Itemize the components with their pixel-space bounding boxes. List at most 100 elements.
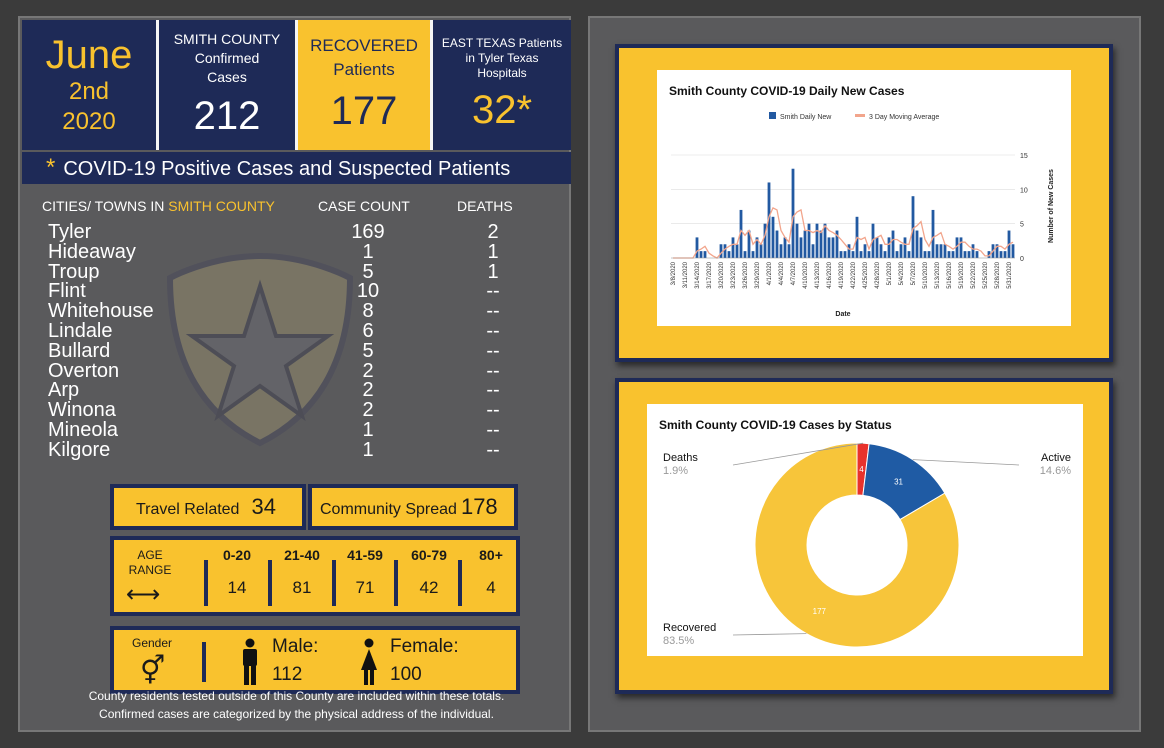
divider <box>458 560 462 606</box>
col-header-city-prefix: CITIES/ TOWNS IN <box>42 198 169 214</box>
recovered-label-line1: RECOVERED <box>310 36 418 55</box>
slice-recovered <box>754 442 960 648</box>
x-tick-label: 5/19/2020 <box>959 261 965 288</box>
x-tick-label: 3/11/2020 <box>683 261 689 288</box>
age-range: 80+ <box>479 547 503 563</box>
bar <box>915 230 919 258</box>
banner-text: COVID-19 Positive Cases and Suspected Pa… <box>63 158 511 180</box>
city-name: Bullard <box>48 339 111 362</box>
case-count: 169 <box>351 221 385 243</box>
bar <box>739 209 743 258</box>
x-tick-label: 5/13/2020 <box>935 261 941 288</box>
date-tile: June 2nd 2020 <box>22 20 159 150</box>
slice-category-label: Recovered <box>663 622 716 634</box>
bar <box>787 244 791 258</box>
x-tick-label: 5/31/2020 <box>1007 261 1013 288</box>
divider <box>268 560 272 606</box>
bar <box>867 251 871 258</box>
age-bucket: 80+ 4 <box>466 546 516 598</box>
age-bucket: 0-20 14 <box>212 546 262 598</box>
col-header-city: CITIES/ TOWNS IN SMITH COUNTY <box>42 198 275 214</box>
bar <box>791 168 795 258</box>
bar <box>939 244 943 258</box>
bar <box>999 251 1003 258</box>
callout-line <box>732 442 864 466</box>
death-count: -- <box>486 359 500 382</box>
bar <box>823 223 827 258</box>
age-bucket: 21-40 81 <box>277 546 327 598</box>
table-row: Arp 2 -- <box>48 380 508 400</box>
bar <box>895 251 899 258</box>
asterisk-icon: * <box>46 154 56 181</box>
slice-value-label: 177 <box>813 607 827 616</box>
bar <box>839 251 843 258</box>
travel-value: 34 <box>251 494 276 519</box>
bar <box>975 251 979 258</box>
slice-category-label: Deaths <box>663 452 698 464</box>
bar <box>987 251 991 258</box>
east-label-line2: in Tyler Texas <box>465 50 539 65</box>
table-row: Winona 2 -- <box>48 400 508 420</box>
bar <box>699 251 703 258</box>
confirmed-cases-tile: SMITH COUNTY Confirmed Cases 212 <box>159 20 298 150</box>
divider <box>332 560 336 606</box>
daily-cases-chart: Smith County COVID-19 Daily New Cases Sm… <box>657 70 1071 326</box>
bar <box>819 230 823 258</box>
east-value: 32* <box>471 87 533 132</box>
bar <box>919 237 923 258</box>
table-row: Hideaway 1 1 <box>48 242 508 262</box>
female-figure-icon <box>361 638 377 685</box>
bar <box>955 237 959 258</box>
daily-cases-chart-frame: Smith County COVID-19 Daily New Cases Sm… <box>615 44 1113 362</box>
bar <box>815 223 819 258</box>
bar <box>947 251 951 258</box>
x-tick-label: 3/8/2020 <box>671 261 677 285</box>
table-row: Kilgore 1 -- <box>48 440 508 460</box>
city-name: Kilgore <box>48 438 111 461</box>
table-row: Flint 10 -- <box>48 281 508 301</box>
slice-percent-label: 1.9% <box>663 465 688 477</box>
gender-label: Gender <box>132 636 173 650</box>
death-count: -- <box>486 300 500 323</box>
bar <box>851 251 855 258</box>
case-count: 5 <box>362 339 374 362</box>
recovered-label-line2: Patients <box>333 60 395 79</box>
bar <box>767 182 771 258</box>
legend-swatch-daily <box>769 112 776 119</box>
y-tick-label: 5 <box>1020 222 1024 229</box>
east-texas-tile: EAST TEXAS Patients in Tyler Texas Hospi… <box>433 20 571 150</box>
summary-tiles: June 2nd 2020 SMITH COUNTY Confirmed Cas… <box>22 20 571 150</box>
date-year: 2020 <box>62 108 116 135</box>
case-count: 10 <box>356 280 380 303</box>
y-tick-label: 0 <box>1020 256 1024 263</box>
bar <box>727 251 731 258</box>
y-tick-label: 10 <box>1020 187 1028 194</box>
x-tick-label: 4/16/2020 <box>827 261 833 288</box>
footnote-line2: Confirmed cases are categorized by the p… <box>99 707 494 721</box>
legend-label-daily: Smith Daily New <box>780 114 832 121</box>
bar <box>827 237 831 258</box>
bar <box>923 251 927 258</box>
slice-percent-label: 14.6% <box>1040 465 1071 477</box>
col-header-count: CASE COUNT <box>318 198 410 214</box>
bar <box>899 244 903 258</box>
case-count: 6 <box>362 319 374 342</box>
bar <box>735 244 739 258</box>
city-name: Lindale <box>48 319 113 342</box>
death-count: -- <box>486 438 500 461</box>
city-name: Mineola <box>48 418 119 441</box>
bar <box>723 244 727 258</box>
death-count: 2 <box>487 221 499 243</box>
bar <box>1003 251 1007 258</box>
bar <box>747 230 751 258</box>
bar <box>775 230 779 258</box>
table-row: Bullard 5 -- <box>48 341 508 361</box>
community-label: Community Spread <box>320 501 457 518</box>
slice-percent-label: 83.5% <box>663 635 694 647</box>
city-name: Flint <box>48 280 86 303</box>
chart-legend: Smith Daily New 3 Day Moving Average <box>769 112 939 121</box>
east-label-line3: Hospitals <box>477 65 527 80</box>
city-name: Winona <box>48 399 116 422</box>
bar <box>831 237 835 258</box>
confirmed-label-line3: Cases <box>207 68 247 85</box>
